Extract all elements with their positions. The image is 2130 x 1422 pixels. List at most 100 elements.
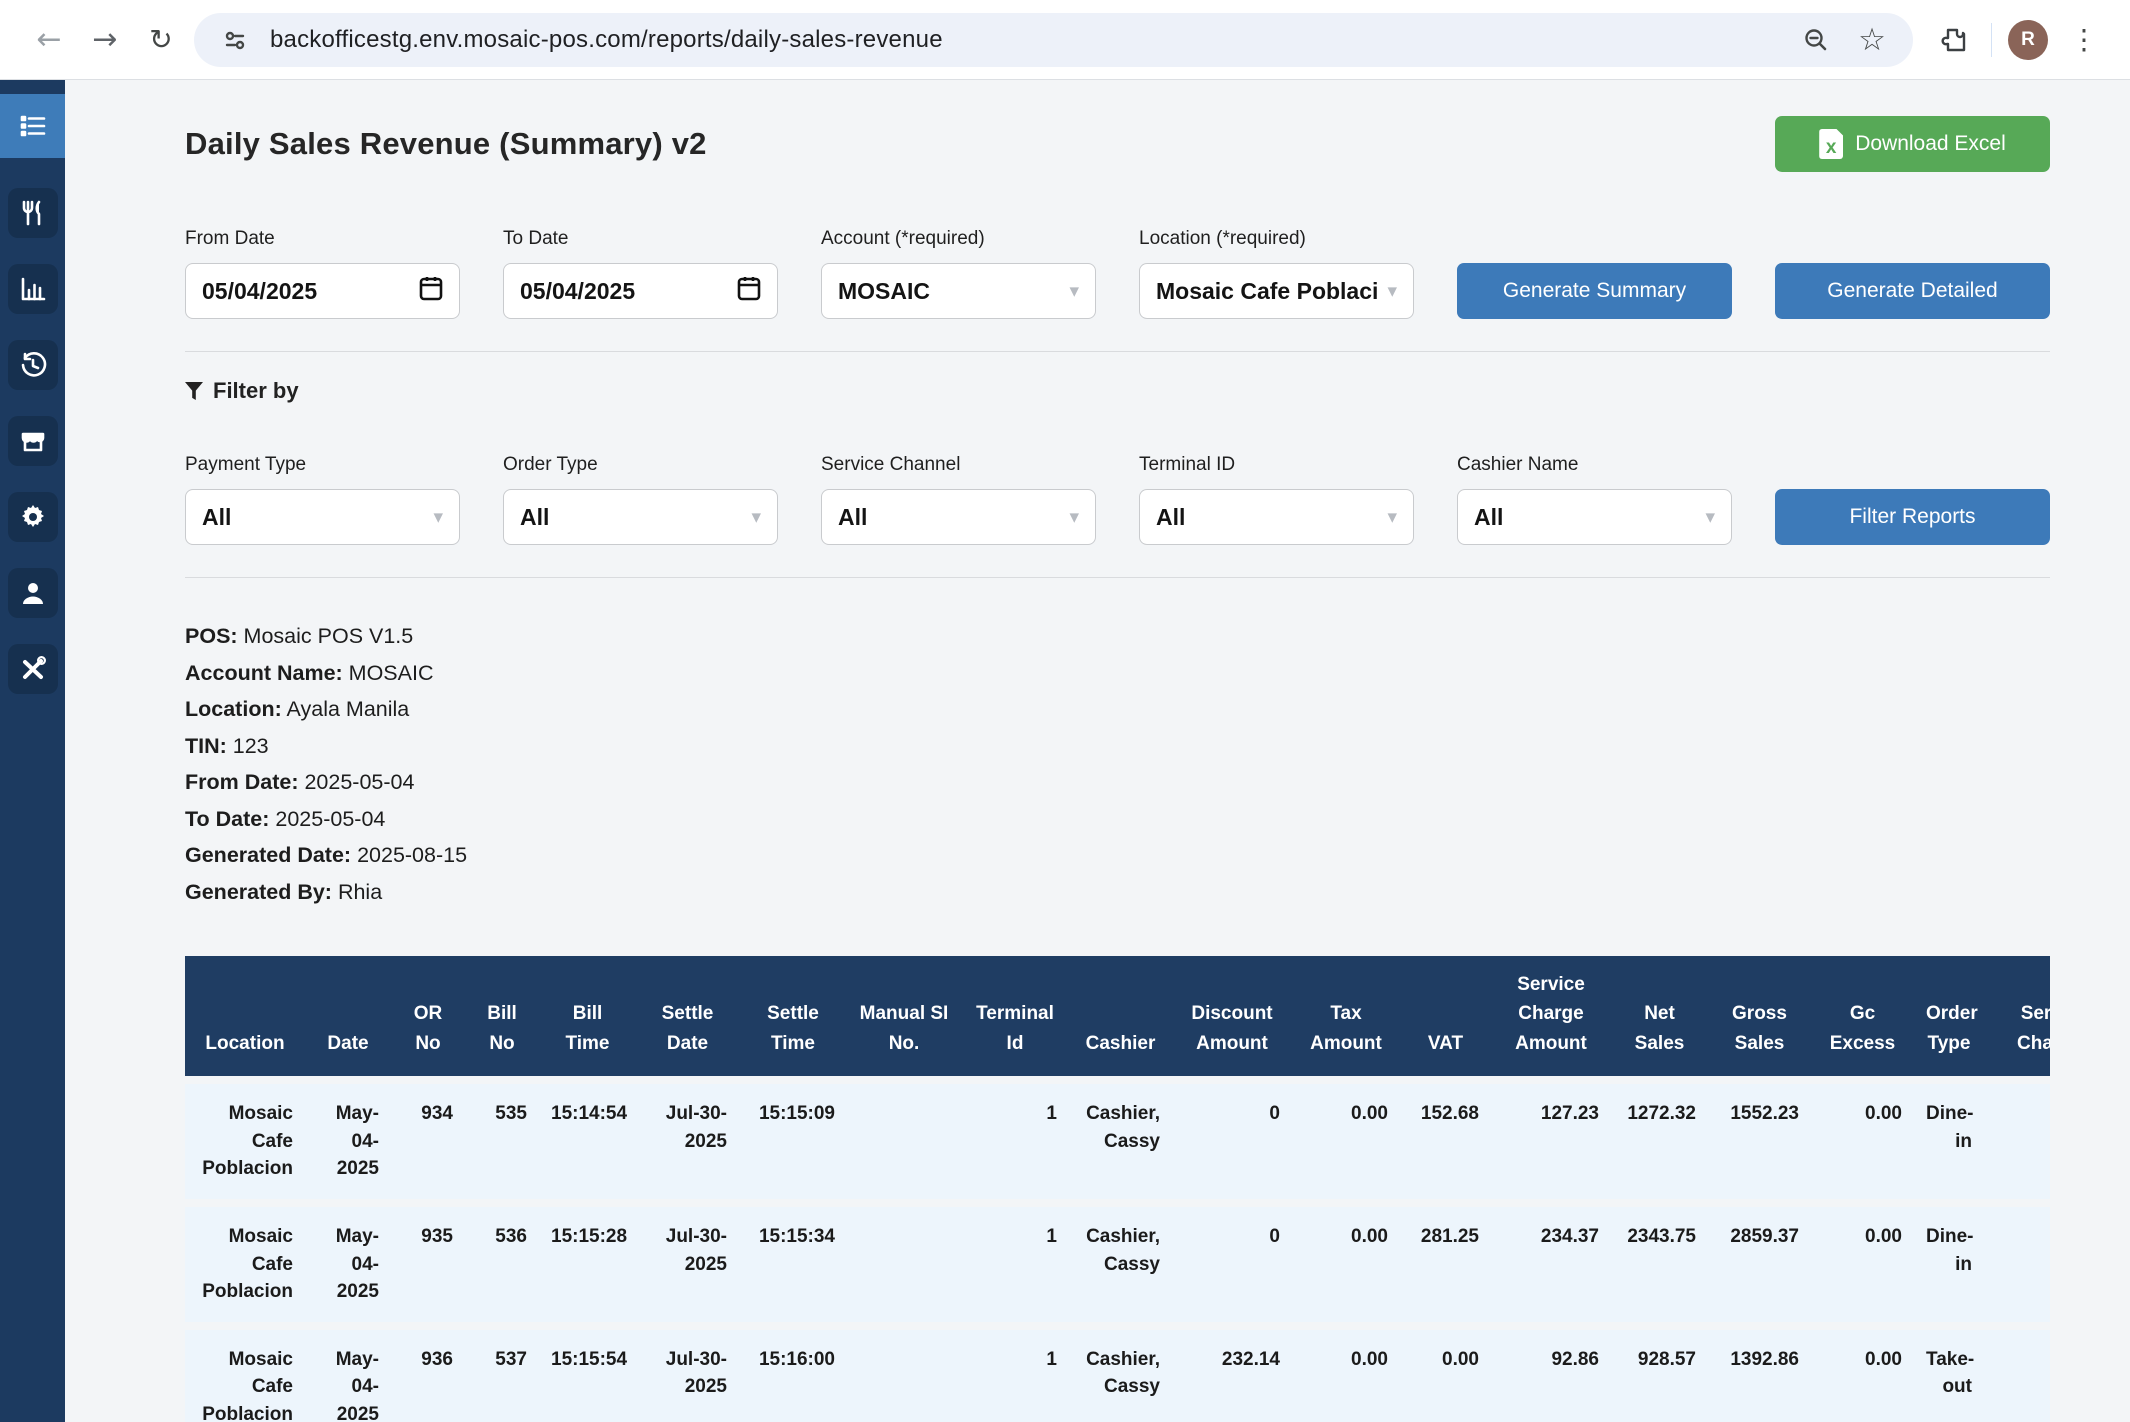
order-type-select[interactable]: All ▾: [503, 489, 778, 545]
report-info-line: TIN: 123: [185, 728, 2050, 765]
cell-location: Mosaic Cafe Poblacion: [185, 1207, 305, 1322]
report-info-block: POS: Mosaic POS V1.5Account Name: MOSAIC…: [185, 618, 2050, 910]
cell-settle-time: 15:15:34: [739, 1207, 847, 1322]
forward-icon[interactable]: →: [82, 17, 128, 63]
filter-row: Payment TypeAll▾ Order Type All ▾ Service Ch…: [185, 454, 2050, 545]
column-header-vat: VAT: [1400, 956, 1491, 1076]
cell-order-type: Dine-in: [1914, 1084, 1984, 1199]
cell-manual-si-no: [847, 1207, 961, 1322]
column-header-gross-sales: Gross Sales: [1708, 956, 1811, 1076]
account-required-value: MOSAIC: [838, 278, 930, 305]
terminal-id-select[interactable]: All▾: [1139, 489, 1414, 545]
main-content: Daily Sales Revenue (Summary) v2 x Downl…: [65, 80, 2130, 1422]
generate-summary-button[interactable]: Generate Summary: [1457, 263, 1732, 319]
column-header-bill-time: Bill Time: [539, 956, 636, 1076]
cell-or-no: 934: [391, 1084, 465, 1199]
account-required-select[interactable]: MOSAIC▾: [821, 263, 1096, 319]
to-date-input[interactable]: 05/04/2025: [503, 263, 778, 319]
cell-bill-no: 537: [465, 1330, 539, 1422]
column-header-location: Location: [185, 956, 305, 1076]
table-row: Mosaic Cafe PoblacionMay-04-202593653715…: [185, 1330, 2050, 1422]
site-settings-icon[interactable]: [214, 19, 256, 61]
sidebar-item-users[interactable]: [8, 568, 58, 618]
cell-net-sales: 2343.75: [1611, 1207, 1708, 1322]
cell-service-charge-amount: 234.37: [1491, 1207, 1611, 1322]
column-header-manual-si-no: Manual SI No.: [847, 956, 961, 1076]
cell-terminal-id: 1: [961, 1330, 1069, 1422]
cell-gross-sales: 1392.86: [1708, 1330, 1811, 1422]
cell-discount-amount: 0: [1172, 1084, 1292, 1199]
terminal-id-label: Terminal ID: [1139, 454, 1414, 476]
list-icon: [19, 112, 47, 140]
field-cashier-name: Cashier NameAll▾: [1457, 454, 1732, 545]
extensions-icon[interactable]: [1933, 19, 1975, 61]
filter-reports-button[interactable]: Filter Reports: [1775, 489, 2050, 545]
field-terminal-id: Terminal ID All▾: [1139, 454, 1414, 545]
cell-settle-date: Jul-30-2025: [636, 1207, 739, 1322]
sidebar-item-tools[interactable]: [8, 644, 58, 694]
bookmark-star-icon[interactable]: ☆: [1851, 19, 1893, 61]
toolbar-divider: [1991, 23, 1992, 57]
from-date-label: From Date: [185, 228, 460, 250]
order-type-label: Order Type: [503, 454, 778, 476]
url-text[interactable]: backofficestg.env.mosaic-pos.com/reports…: [270, 26, 1781, 54]
column-header-gc-excess: Gc Excess: [1811, 956, 1914, 1076]
reload-icon[interactable]: ↻: [138, 17, 184, 63]
chevron-down-icon: ▾: [751, 506, 761, 528]
download-excel-label: Download Excel: [1855, 132, 2006, 156]
column-header-order-type: Order Type: [1914, 956, 1984, 1076]
column-header-settle-time: Settle Time: [739, 956, 847, 1076]
cell-bill-no: 536: [465, 1207, 539, 1322]
column-header-or-no: OR No: [391, 956, 465, 1076]
payment-type-select[interactable]: All▾: [185, 489, 460, 545]
cell-bill-time: 15:15:28: [539, 1207, 636, 1322]
filter-funnel-icon: [185, 382, 203, 400]
column-header-date: Date: [305, 956, 391, 1076]
cell-discount-amount: 0: [1172, 1207, 1292, 1322]
cell-discount-amount: 232.14: [1172, 1330, 1292, 1422]
sidebar-item-reports-menu[interactable]: [0, 94, 65, 158]
person-icon: [19, 579, 47, 607]
to-date-label: To Date: [503, 228, 778, 250]
cell-or-no: 935: [391, 1207, 465, 1322]
cell-service-channel: [1984, 1330, 2050, 1422]
sidebar-item-analytics[interactable]: [8, 264, 58, 314]
table-row: Mosaic Cafe PoblacionMay-04-202593553615…: [185, 1207, 2050, 1322]
location-required-select[interactable]: Mosaic Cafe Poblacion▾: [1139, 263, 1414, 319]
field-from-date: From Date 05/04/2025: [185, 228, 460, 319]
column-header-cashier: Cashier: [1069, 956, 1172, 1076]
order-type-value: All: [520, 504, 549, 531]
history-icon: [19, 351, 47, 379]
report-info-line: Location: Ayala Manila: [185, 691, 2050, 728]
download-excel-button[interactable]: x Download Excel: [1775, 116, 2050, 172]
from-date-input[interactable]: 05/04/2025: [185, 263, 460, 319]
cashier-name-select[interactable]: All▾: [1457, 489, 1732, 545]
browser-menu-icon[interactable]: ⋮: [2064, 23, 2104, 56]
bar-chart-icon: [19, 275, 47, 303]
report-table-container[interactable]: LocationDateOR NoBill NoBill TimeSettle …: [185, 948, 2050, 1422]
back-icon[interactable]: ←: [26, 17, 72, 63]
cell-manual-si-no: [847, 1084, 961, 1199]
service-channel-label: Service Channel: [821, 454, 1096, 476]
profile-avatar[interactable]: R: [2008, 20, 2048, 60]
zoom-out-icon[interactable]: [1795, 19, 1837, 61]
account-required-label: Account (*required): [821, 228, 1096, 250]
cell-terminal-id: 1: [961, 1207, 1069, 1322]
field-payment-type: Payment TypeAll▾: [185, 454, 460, 545]
sidebar: [0, 80, 65, 1422]
sidebar-item-store[interactable]: [8, 416, 58, 466]
generate-detailed-button[interactable]: Generate Detailed: [1775, 263, 2050, 319]
terminal-id-value: All: [1156, 504, 1185, 531]
report-info-line: Generated By: Rhia: [185, 874, 2050, 911]
service-channel-select[interactable]: All▾: [821, 489, 1096, 545]
cell-tax-amount: 0.00: [1292, 1084, 1400, 1199]
chevron-down-icon: ▾: [1387, 280, 1397, 302]
cell-gc-excess: 0.00: [1811, 1330, 1914, 1422]
sidebar-item-settings[interactable]: [8, 492, 58, 542]
address-bar[interactable]: backofficestg.env.mosaic-pos.com/reports…: [194, 13, 1913, 67]
sidebar-item-restaurant[interactable]: [8, 188, 58, 238]
calendar-icon: [419, 275, 443, 307]
report-info-line: From Date: 2025-05-04: [185, 764, 2050, 801]
cell-terminal-id: 1: [961, 1084, 1069, 1199]
sidebar-item-history[interactable]: [8, 340, 58, 390]
